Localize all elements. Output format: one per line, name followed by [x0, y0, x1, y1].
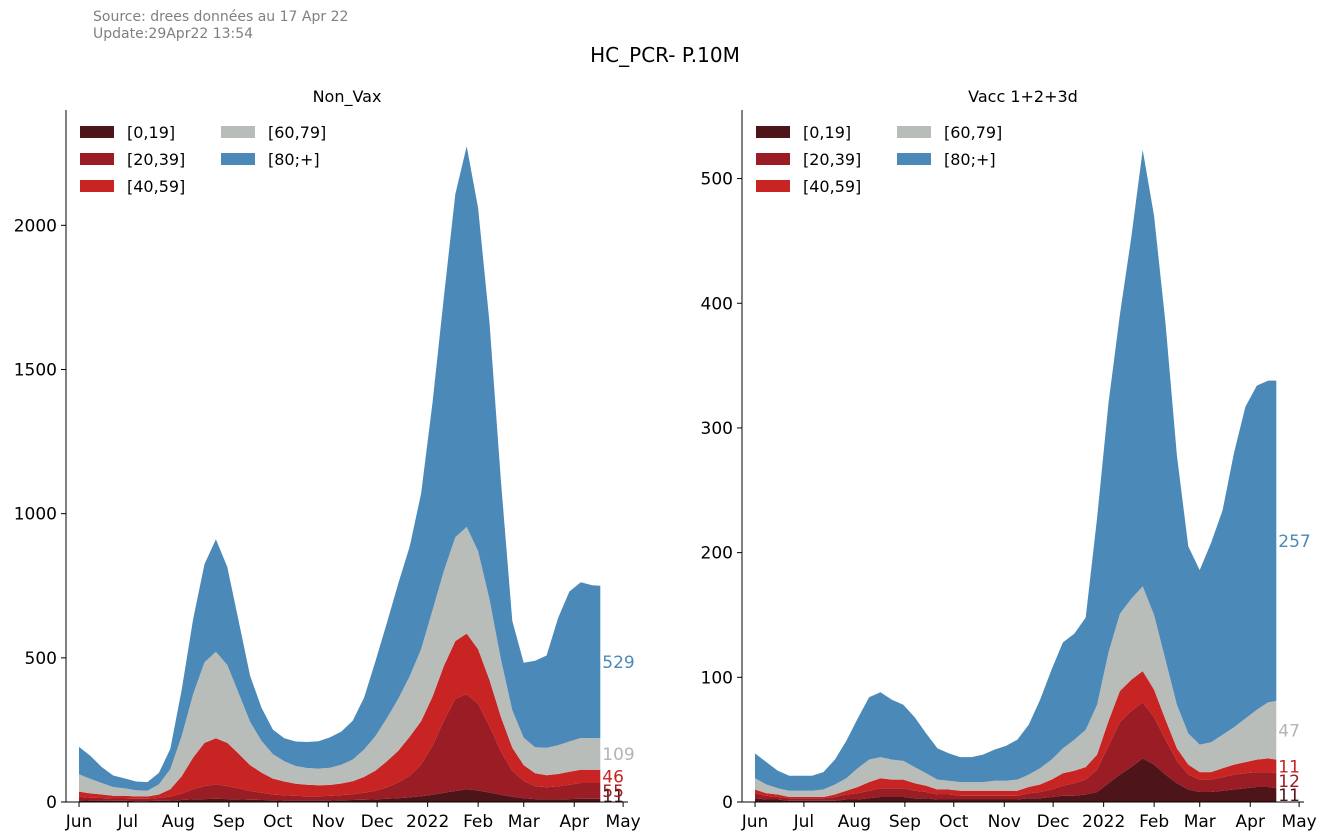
legend-label-1: [0,19] [803, 123, 851, 142]
source-line-1: Source: drees données au 17 Apr 22 [93, 9, 349, 25]
x-tick-label-11: Apr [560, 812, 589, 832]
area-series-1 [755, 758, 1277, 802]
panel-title: Vacc 1+2+3d [968, 87, 1078, 106]
y-tick-label-2000: 2000 [14, 216, 57, 236]
area-series-2 [755, 702, 1277, 801]
x-tick-label-7: Dec [1037, 812, 1070, 832]
x-tick-label-12: May [1282, 812, 1317, 832]
area-series-4 [79, 526, 601, 797]
legend-label-4: [60,79] [268, 123, 326, 142]
y-tick-label-300: 300 [701, 419, 733, 439]
x-tick-label-2: Jul [117, 812, 139, 832]
area-series-3 [755, 671, 1277, 799]
x-tick-label-9: Feb [1139, 812, 1169, 832]
x-tick-label-8: 2022 [406, 812, 449, 832]
area-series-5 [79, 146, 601, 791]
x-tick-label-11: Apr [1236, 812, 1265, 832]
end-label-3: 46 [602, 767, 624, 787]
x-tick-label-5: Oct [263, 812, 293, 832]
x-tick-label-4: Sep [889, 812, 921, 832]
x-tick-label-1: Jun [65, 812, 93, 832]
update-line: Update:29Apr22 13:54 [93, 26, 254, 42]
legend-label-5: [80;+] [268, 150, 320, 169]
y-tick-label-200: 200 [701, 544, 733, 564]
legend-label-4: [60,79] [944, 123, 1002, 142]
x-tick-label-10: Mar [508, 812, 540, 832]
x-tick-label-3: Aug [162, 812, 195, 832]
area-series-3 [79, 633, 601, 799]
x-tick-label-10: Mar [1184, 812, 1216, 832]
area-series-5 [755, 149, 1277, 791]
y-tick-label-0: 0 [46, 793, 57, 813]
end-label-2: 55 [602, 782, 624, 802]
figure-title: HC_PCR- P.10M [590, 43, 740, 67]
legend-swatch-4 [221, 126, 255, 138]
legend-swatch-2 [80, 153, 114, 165]
x-tick-label-4: Sep [213, 812, 245, 832]
legend-label-5: [80;+] [944, 150, 996, 169]
end-label-1: 11 [1278, 786, 1300, 806]
end-label-5: 529 [602, 653, 634, 673]
x-tick-label-8: 2022 [1082, 812, 1125, 832]
legend-label-1: [0,19] [127, 123, 175, 142]
y-tick-label-1000: 1000 [14, 505, 57, 525]
area-series-1 [79, 789, 601, 802]
x-tick-label-12: May [606, 812, 641, 832]
legend-label-2: [20,39] [127, 150, 185, 169]
x-tick-label-6: Nov [988, 812, 1021, 832]
panel-title: Non_Vax [313, 87, 382, 107]
source-text: Source: drees données au 17 Apr 22 Updat… [93, 9, 348, 43]
y-tick-label-0: 0 [722, 793, 733, 813]
legend-swatch-3 [756, 180, 790, 192]
end-label-3: 11 [1278, 757, 1300, 777]
legend-swatch-5 [897, 153, 931, 165]
area-series-2 [79, 694, 601, 802]
x-tick-label-6: Nov [312, 812, 345, 832]
legend-swatch-1 [756, 126, 790, 138]
legend-label-2: [20,39] [803, 150, 861, 169]
y-tick-label-100: 100 [701, 668, 733, 688]
legend-swatch-5 [221, 153, 255, 165]
legend-swatch-3 [80, 180, 114, 192]
area-series-4 [755, 586, 1277, 797]
x-tick-label-2: Jul [793, 812, 815, 832]
end-label-4: 109 [602, 745, 634, 765]
x-tick-label-7: Dec [361, 812, 394, 832]
legend-swatch-1 [80, 126, 114, 138]
x-tick-label-1: Jun [741, 812, 769, 832]
y-tick-label-400: 400 [701, 294, 733, 314]
legend-label-3: [40,59] [127, 177, 185, 196]
legend-swatch-4 [897, 126, 931, 138]
end-label-4: 47 [1278, 721, 1300, 741]
x-tick-label-3: Aug [838, 812, 871, 832]
y-tick-label-500: 500 [701, 170, 733, 190]
legend-swatch-2 [756, 153, 790, 165]
end-label-5: 257 [1278, 532, 1310, 552]
end-label-2: 12 [1278, 772, 1300, 792]
y-tick-label-500: 500 [25, 649, 57, 669]
x-tick-label-9: Feb [463, 812, 493, 832]
x-tick-label-5: Oct [939, 812, 969, 832]
y-tick-label-1500: 1500 [14, 361, 57, 381]
legend-label-3: [40,59] [803, 177, 861, 196]
